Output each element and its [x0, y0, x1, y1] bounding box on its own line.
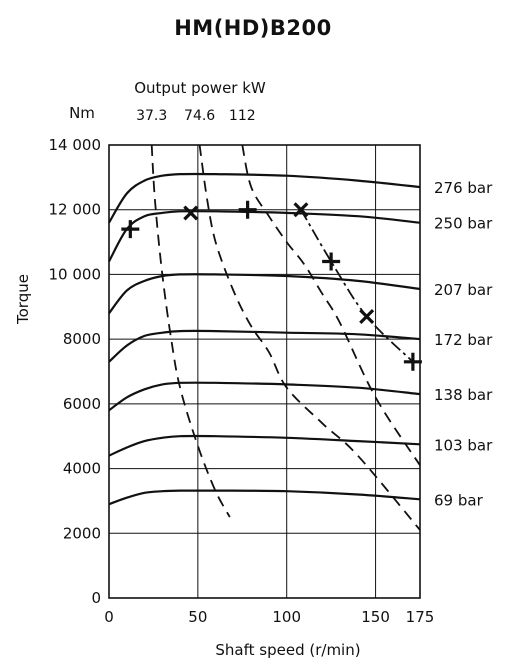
cross-marker: [403, 352, 422, 371]
cross-marker: [183, 205, 199, 221]
cross-marker: [322, 252, 341, 271]
y-tick-label: 0: [91, 589, 101, 607]
x-tick-label: 50: [188, 608, 207, 626]
power-line: [241, 144, 421, 466]
pressure-curve: [108, 489, 421, 506]
y-tick-label: 12 000: [49, 201, 102, 219]
y-unit-label: Nm: [69, 104, 95, 122]
pressure-label: 276 bar: [434, 179, 493, 197]
pressure-curve: [108, 329, 421, 363]
cross-marker: [293, 202, 309, 218]
y-axis-label: Torque: [14, 274, 32, 325]
x-tick-label: 150: [361, 608, 390, 626]
y-tick-label: 2000: [63, 524, 101, 542]
y-tick-label: 10 000: [49, 265, 102, 283]
cross-marker: [359, 308, 375, 324]
power-line: [198, 144, 421, 531]
x-tick-label: 100: [272, 608, 301, 626]
y-tick-label: 14 000: [49, 136, 102, 154]
pressure-label: 172 bar: [434, 331, 493, 349]
top-axis-label: Output power kW: [134, 79, 266, 97]
limit-line: [300, 209, 414, 363]
power-tick-label: 37.3: [136, 108, 167, 124]
power-tick-label: 74.6: [184, 108, 215, 124]
pressure-curve: [108, 210, 421, 263]
power-tick-label: 112: [229, 108, 256, 124]
cross-marker: [238, 200, 257, 219]
x-tick-label: 0: [104, 608, 114, 626]
pressure-label: 138 bar: [434, 386, 493, 404]
pressure-curve: [108, 273, 421, 314]
pressure-label: 250 bar: [434, 215, 493, 233]
x-tick-label: 175: [406, 608, 435, 626]
x-axis-label: Shaft speed (r/min): [215, 641, 360, 659]
plot-frame: [108, 144, 421, 599]
y-tick-label: 4000: [63, 460, 101, 478]
pressure-label: 103 bar: [434, 436, 493, 454]
chart-title: HM(HD)B200: [174, 16, 332, 40]
power-line: [150, 144, 231, 518]
pressure-curve: [108, 172, 421, 224]
pressure-curve: [108, 434, 421, 457]
y-tick-label: 8000: [63, 330, 101, 348]
pressure-curve: [108, 381, 421, 412]
y-tick-label: 6000: [63, 395, 101, 413]
pressure-label: 207 bar: [434, 281, 493, 299]
cross-marker: [121, 220, 140, 239]
pressure-label: 69 bar: [434, 491, 484, 509]
